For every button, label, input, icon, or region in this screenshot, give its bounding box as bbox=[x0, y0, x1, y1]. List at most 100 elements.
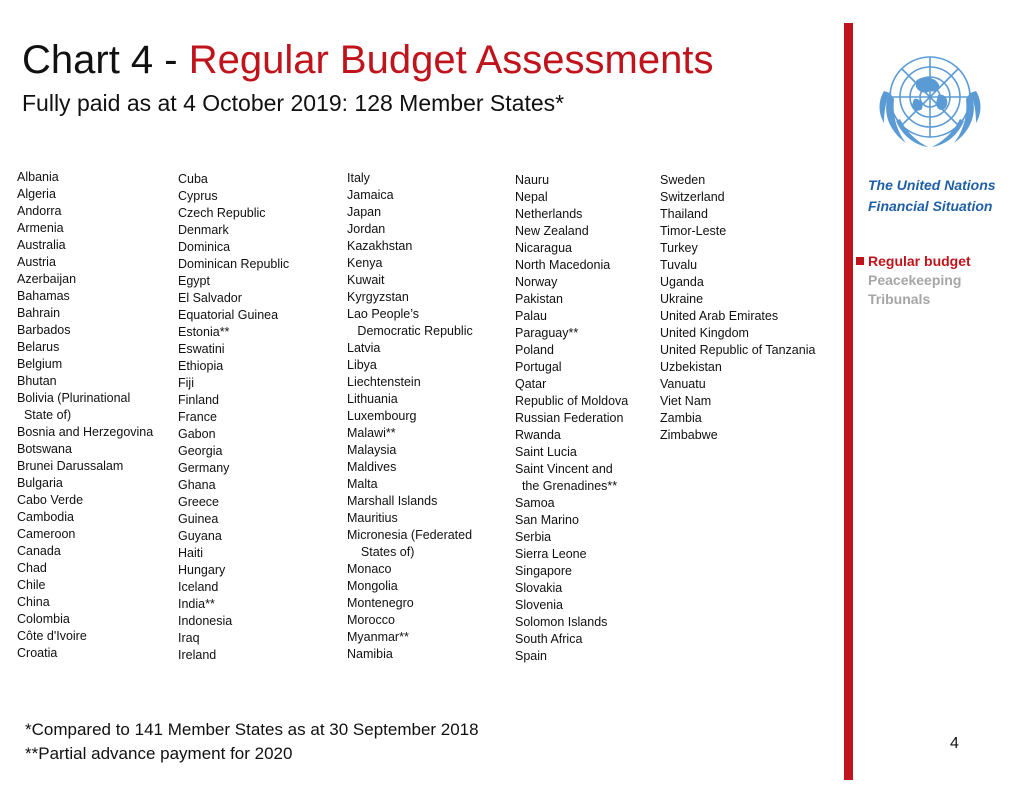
country-item: Haiti bbox=[178, 546, 204, 560]
country-item: Belarus bbox=[17, 340, 60, 354]
country-item: Tuvalu bbox=[660, 258, 698, 272]
country-item: Iceland bbox=[178, 580, 219, 594]
country-item: Viet Nam bbox=[660, 394, 712, 408]
country-item: Vanuatu bbox=[660, 377, 706, 391]
country-column-3: Italy Jamaica Japan Jordan Kazakhstan Kenya Ku… bbox=[347, 170, 473, 663]
country-item: Canada bbox=[17, 544, 61, 558]
country-item: Hungary bbox=[178, 563, 226, 577]
country-item: Dominican Republic bbox=[178, 257, 290, 271]
footnote-1: *Compared to 141 Member States as at 30 … bbox=[25, 720, 479, 739]
country-item: Paraguay** bbox=[515, 326, 579, 340]
nav-item-tribunals[interactable]: Tribunals bbox=[868, 290, 971, 309]
country-item: Cameroon bbox=[17, 527, 76, 541]
country-item: Russian Federation bbox=[515, 411, 624, 425]
country-item: Spain bbox=[515, 649, 547, 663]
country-item: Ghana bbox=[178, 478, 216, 492]
country-item: Jordan bbox=[347, 222, 386, 236]
country-item: Brunei Darussalam bbox=[17, 459, 124, 473]
country-item: Cyprus bbox=[178, 189, 218, 203]
nav-item-peacekeeping[interactable]: Peacekeeping bbox=[868, 271, 971, 290]
sidebar-title: The United Nations Financial Situation bbox=[868, 175, 996, 217]
country-item: Malaysia bbox=[347, 443, 397, 457]
country-item: Finland bbox=[178, 393, 219, 407]
country-item: France bbox=[178, 410, 217, 424]
country-item: United Arab Emirates bbox=[660, 309, 779, 323]
country-item: Kenya bbox=[347, 256, 383, 270]
country-item: Namibia bbox=[347, 647, 393, 661]
country-item: Mongolia bbox=[347, 579, 398, 593]
country-item: United Republic of Tanzania bbox=[660, 343, 816, 357]
country-item: Uzbekistan bbox=[660, 360, 722, 374]
country-item: Myanmar** bbox=[347, 630, 409, 644]
country-item: Kuwait bbox=[347, 273, 385, 287]
country-item: Malawi** bbox=[347, 426, 396, 440]
country-item: Iraq bbox=[178, 631, 200, 645]
country-item: Malta bbox=[347, 477, 378, 491]
country-item: Nauru bbox=[515, 173, 550, 187]
country-item: Japan bbox=[347, 205, 382, 219]
nav-item-regular-budget[interactable]: Regular budget bbox=[856, 252, 971, 271]
country-item: Samoa bbox=[515, 496, 555, 510]
country-item: Lithuania bbox=[347, 392, 398, 406]
country-item: Slovakia bbox=[515, 581, 563, 595]
country-item: San Marino bbox=[515, 513, 579, 527]
country-item: Singapore bbox=[515, 564, 572, 578]
country-item: Azerbaijan bbox=[17, 272, 77, 286]
country-item: the Grenadines** bbox=[515, 479, 618, 493]
country-item: Algeria bbox=[17, 187, 56, 201]
country-item: Libya bbox=[347, 358, 377, 372]
country-item: Italy bbox=[347, 171, 370, 185]
country-item: India** bbox=[178, 597, 215, 611]
country-item: Zimbabwe bbox=[660, 428, 718, 442]
country-column-4: Nauru Nepal Netherlands New Zealand Nicaragu… bbox=[515, 172, 628, 665]
country-item: Kyrgyzstan bbox=[347, 290, 409, 304]
country-item: Eswatini bbox=[178, 342, 225, 356]
country-item: Germany bbox=[178, 461, 230, 475]
country-item: Sweden bbox=[660, 173, 706, 187]
country-item: Luxembourg bbox=[347, 409, 417, 423]
country-item: Armenia bbox=[17, 221, 64, 235]
page-number: 4 bbox=[950, 735, 959, 752]
country-column-1: Albania Algeria Andorra Armenia Australia Aus… bbox=[17, 169, 153, 662]
red-divider-bar bbox=[844, 23, 853, 780]
country-item: Saint Vincent and bbox=[515, 462, 613, 476]
country-item: Pakistan bbox=[515, 292, 563, 306]
country-item: China bbox=[17, 595, 50, 609]
country-item: Estonia** bbox=[178, 325, 230, 339]
country-item: Albania bbox=[17, 170, 59, 184]
country-item: Barbados bbox=[17, 323, 71, 337]
country-item: Ireland bbox=[178, 648, 217, 662]
country-item: Sierra Leone bbox=[515, 547, 587, 561]
country-item: Zambia bbox=[660, 411, 702, 425]
country-item: Marshall Islands bbox=[347, 494, 438, 508]
country-item: Andorra bbox=[17, 204, 62, 218]
country-item: Cuba bbox=[178, 172, 208, 186]
square-bullet-icon bbox=[856, 257, 864, 265]
country-item: Bosnia and Herzegovina bbox=[17, 425, 154, 439]
country-item: Bhutan bbox=[17, 374, 57, 388]
country-item: Ethiopia bbox=[178, 359, 224, 373]
country-item: Dominica bbox=[178, 240, 231, 254]
country-item: Norway bbox=[515, 275, 558, 289]
country-item: Australia bbox=[17, 238, 66, 252]
country-item: Egypt bbox=[178, 274, 210, 288]
country-item: Nicaragua bbox=[515, 241, 572, 255]
country-item: Portugal bbox=[515, 360, 562, 374]
country-item: Democratic Republic bbox=[347, 324, 473, 338]
country-item: Mauritius bbox=[347, 511, 398, 525]
country-item: Bolivia (Plurinational bbox=[17, 391, 131, 405]
title-prefix: Chart 4 - bbox=[22, 38, 189, 82]
country-item: Botswana bbox=[17, 442, 72, 456]
country-item: Qatar bbox=[515, 377, 547, 391]
country-item: Latvia bbox=[347, 341, 381, 355]
country-item: Cabo Verde bbox=[17, 493, 84, 507]
country-item: Maldives bbox=[347, 460, 397, 474]
country-item: Czech Republic bbox=[178, 206, 266, 220]
country-item: Bahrain bbox=[17, 306, 61, 320]
country-item: El Salvador bbox=[178, 291, 242, 305]
country-item: Netherlands bbox=[515, 207, 583, 221]
country-item: Belgium bbox=[17, 357, 63, 371]
country-column-5: Sweden Switzerland Thailand Timor-Leste Turk… bbox=[660, 172, 815, 444]
title-accent: Regular Budget Assessments bbox=[188, 38, 714, 82]
